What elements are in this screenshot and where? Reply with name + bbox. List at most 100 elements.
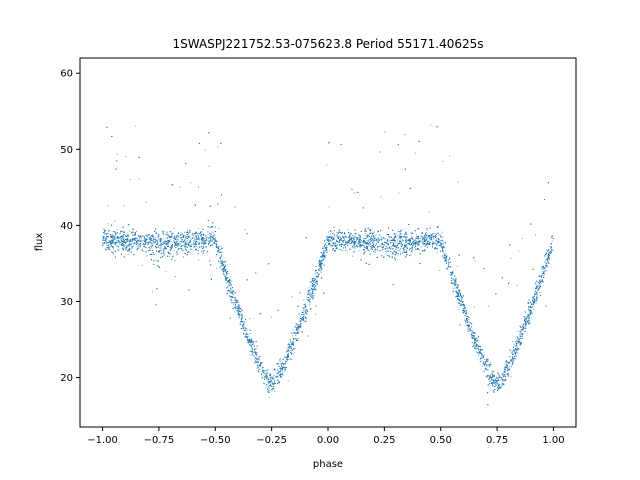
scatter-point bbox=[375, 245, 377, 246]
scatter-point bbox=[545, 267, 547, 269]
scatter-point bbox=[295, 329, 297, 331]
scatter-point bbox=[105, 240, 107, 242]
scatter-point bbox=[449, 155, 451, 157]
scatter-point bbox=[510, 376, 512, 378]
scatter-point bbox=[118, 238, 120, 240]
scatter-point bbox=[475, 351, 477, 353]
scatter-point bbox=[267, 377, 269, 379]
scatter-point bbox=[415, 237, 417, 239]
scatter-point bbox=[104, 237, 105, 239]
scatter-point bbox=[538, 284, 540, 286]
scatter-point bbox=[336, 247, 338, 248]
scatter-point bbox=[435, 238, 437, 240]
scatter-point bbox=[336, 239, 338, 241]
scatter-point bbox=[263, 370, 265, 372]
scatter-point bbox=[116, 240, 118, 241]
scatter-point bbox=[234, 311, 236, 313]
scatter-point bbox=[127, 236, 129, 238]
scatter-point bbox=[545, 249, 547, 251]
scatter-point bbox=[222, 262, 224, 264]
scatter-point bbox=[157, 244, 159, 246]
scatter-point bbox=[233, 304, 235, 306]
scatter-point bbox=[300, 320, 302, 322]
scatter-point bbox=[132, 234, 134, 236]
scatter-point bbox=[268, 396, 270, 398]
scatter-point bbox=[351, 238, 353, 240]
scatter-point bbox=[157, 241, 159, 243]
scatter-point bbox=[357, 239, 359, 241]
scatter-point bbox=[420, 238, 422, 240]
scatter-point bbox=[424, 237, 426, 239]
scatter-point bbox=[449, 266, 451, 268]
scatter-point bbox=[256, 367, 258, 369]
scatter-point bbox=[336, 235, 338, 237]
scatter-point bbox=[510, 365, 512, 367]
scatter-point bbox=[516, 340, 518, 342]
scatter-point bbox=[216, 267, 218, 269]
scatter-point bbox=[143, 235, 145, 237]
scatter-point bbox=[389, 242, 391, 244]
scatter-point bbox=[538, 285, 540, 287]
scatter-point bbox=[518, 340, 520, 342]
scatter-point bbox=[376, 239, 378, 241]
scatter-point bbox=[131, 241, 133, 243]
scatter-point bbox=[125, 156, 127, 158]
scatter-point bbox=[291, 296, 293, 298]
scatter-point bbox=[410, 254, 412, 256]
scatter-point bbox=[374, 248, 376, 250]
scatter-point bbox=[515, 354, 516, 355]
scatter-point bbox=[201, 231, 203, 233]
scatter-point bbox=[404, 247, 406, 249]
scatter-point bbox=[474, 336, 475, 338]
scatter-point bbox=[274, 368, 276, 370]
scatter-point bbox=[533, 308, 534, 310]
scatter-point bbox=[375, 235, 377, 236]
scatter-point bbox=[349, 242, 351, 244]
scatter-point bbox=[498, 371, 500, 373]
scatter-point bbox=[402, 240, 404, 242]
scatter-point bbox=[188, 245, 190, 247]
scatter-point bbox=[223, 270, 225, 272]
scatter-point bbox=[109, 241, 110, 243]
scatter-point bbox=[188, 242, 190, 244]
scatter-point bbox=[322, 259, 324, 261]
scatter-point bbox=[309, 298, 311, 300]
scatter-point bbox=[458, 290, 459, 292]
scatter-point bbox=[205, 242, 207, 244]
scatter-point bbox=[372, 236, 374, 237]
scatter-point bbox=[386, 243, 388, 245]
scatter-point bbox=[352, 255, 354, 257]
scatter-point bbox=[508, 356, 510, 358]
scatter-point bbox=[184, 234, 186, 236]
scatter-point bbox=[399, 237, 401, 239]
scatter-point bbox=[416, 242, 418, 244]
scatter-point bbox=[256, 364, 258, 366]
scatter-point bbox=[140, 238, 142, 240]
scatter-point bbox=[279, 358, 281, 360]
scatter-point bbox=[323, 250, 324, 252]
scatter-point bbox=[255, 357, 257, 359]
scatter-point bbox=[233, 299, 235, 301]
scatter-point bbox=[111, 246, 113, 248]
scatter-point bbox=[337, 232, 339, 234]
scatter-point bbox=[173, 249, 175, 251]
scatter-point bbox=[443, 253, 445, 255]
scatter-point bbox=[354, 233, 356, 235]
scatter-point bbox=[519, 333, 521, 335]
scatter-point bbox=[419, 237, 421, 239]
scatter-point bbox=[316, 280, 318, 282]
scatter-point bbox=[300, 315, 302, 317]
scatter-point bbox=[365, 246, 367, 248]
scatter-point bbox=[176, 235, 178, 237]
scatter-point bbox=[291, 335, 293, 337]
scatter-point bbox=[368, 239, 370, 241]
scatter-point bbox=[141, 264, 143, 266]
scatter-point bbox=[118, 241, 120, 243]
scatter-point bbox=[270, 378, 272, 380]
scatter-point bbox=[334, 236, 335, 238]
scatter-point bbox=[463, 308, 465, 310]
scatter-point bbox=[420, 246, 422, 248]
scatter-point bbox=[387, 255, 388, 256]
scatter-point bbox=[490, 362, 491, 364]
scatter-point bbox=[527, 314, 528, 316]
